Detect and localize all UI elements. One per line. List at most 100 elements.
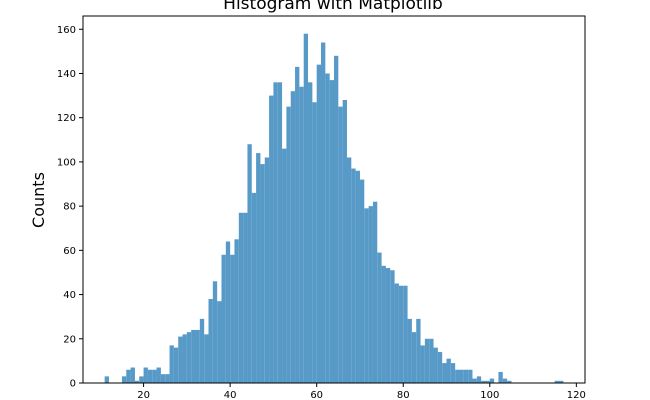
- histogram-bar: [225, 241, 231, 383]
- histogram-bar: [346, 157, 352, 383]
- histogram-bar: [282, 148, 287, 383]
- y-tick-label: 40: [63, 290, 76, 301]
- y-tick-label: 140: [57, 69, 76, 80]
- histogram-bar: [169, 345, 174, 383]
- histogram-bar: [121, 376, 127, 383]
- histogram-bar: [221, 254, 226, 383]
- histogram-bar: [160, 374, 166, 383]
- histogram-bar: [381, 265, 386, 383]
- histogram-bar: [130, 367, 135, 383]
- histogram-bar: [165, 374, 170, 383]
- y-tick-label: 60: [63, 246, 76, 257]
- histogram-bar: [299, 86, 304, 384]
- histogram-bar: [308, 82, 313, 383]
- histogram-bar: [191, 329, 196, 383]
- y-tick-label: 160: [57, 25, 76, 36]
- histogram-bar: [476, 376, 482, 383]
- histogram-bar: [459, 369, 464, 383]
- histogram-bar: [303, 33, 309, 384]
- histogram-bar: [247, 144, 252, 383]
- histogram-bar: [334, 55, 339, 384]
- histogram-bar: [420, 345, 425, 383]
- histogram-bar: [321, 42, 326, 383]
- y-axis-label: Counts: [29, 172, 48, 228]
- histogram-bar: [364, 208, 369, 383]
- histogram-bar: [429, 338, 434, 383]
- histogram-bar: [230, 254, 235, 383]
- histogram-bar: [368, 206, 373, 383]
- histogram-bar: [351, 168, 356, 383]
- x-tick-label: 80: [397, 390, 410, 400]
- plot-frame: [82, 15, 586, 384]
- histogram-bar: [264, 157, 270, 383]
- chart-title: Histogram with Matplotlib: [223, 0, 443, 14]
- histogram-bar: [481, 380, 486, 383]
- x-tick-label: 100: [480, 390, 499, 400]
- histogram-bar: [277, 82, 283, 383]
- histogram-bar: [256, 153, 261, 383]
- histogram-bar: [463, 369, 469, 383]
- y-tick-label: 80: [63, 202, 76, 213]
- histogram-bar: [407, 318, 412, 383]
- histogram-bar: [398, 285, 404, 383]
- x-tick-label: 60: [310, 390, 323, 400]
- histogram-bar: [390, 270, 395, 383]
- histogram-bar: [234, 239, 239, 383]
- x-tick-label: 20: [137, 390, 150, 400]
- x-tick-label: 40: [224, 390, 237, 400]
- y-tick-label: 100: [57, 157, 76, 168]
- histogram-bar: [554, 380, 560, 383]
- histogram-bar: [295, 66, 300, 383]
- histogram-bar: [204, 334, 209, 383]
- histogram-bar: [437, 352, 443, 383]
- histogram-bar: [134, 380, 140, 383]
- histogram-bar: [498, 371, 503, 383]
- y-axis-ticks: 0 20 40 60 80 100 120 140 160: [57, 25, 83, 390]
- histogram-bar: [485, 380, 490, 383]
- histogram-bar: [126, 369, 131, 383]
- histogram-bar: [416, 318, 421, 383]
- histogram-bar: [442, 363, 447, 383]
- histogram-bar: [208, 298, 213, 383]
- histogram-bar: [377, 252, 382, 383]
- x-axis-ticks: 20 40 60 80 100 120: [137, 383, 586, 400]
- histogram-bar: [199, 318, 205, 383]
- histogram-bar: [424, 338, 430, 383]
- histogram-bar: [186, 332, 192, 383]
- histogram-bar: [251, 192, 257, 383]
- y-tick-label: 0: [70, 379, 76, 390]
- histogram-bar: [372, 201, 378, 383]
- histogram-bar: [273, 82, 278, 383]
- histogram-bars: [104, 33, 564, 384]
- histogram-bar: [355, 170, 360, 383]
- histogram-bar: [411, 332, 417, 383]
- y-tick-label: 120: [57, 113, 76, 124]
- histogram-bar: [212, 281, 218, 383]
- histogram-bar: [147, 369, 153, 383]
- histogram-bar: [156, 367, 161, 383]
- histogram-bar: [342, 100, 347, 383]
- histogram-bar: [359, 179, 365, 383]
- histogram-bar: [468, 369, 473, 383]
- histogram-bar: [559, 380, 564, 383]
- histogram-bar: [182, 334, 187, 383]
- histogram-bar: [325, 73, 330, 383]
- histogram-bar: [139, 376, 144, 383]
- histogram-bar: [394, 283, 399, 383]
- histogram-bar: [104, 376, 109, 383]
- histogram-bar: [152, 369, 157, 383]
- histogram-bar: [316, 64, 322, 384]
- histogram-bar: [433, 347, 438, 383]
- histogram-bar: [403, 285, 408, 383]
- histogram-bar: [502, 378, 508, 383]
- histogram-bar: [260, 164, 265, 383]
- histogram-bar: [329, 80, 334, 384]
- histogram-bar: [455, 369, 460, 383]
- histogram-bar: [385, 268, 391, 383]
- histogram-bar: [173, 347, 179, 383]
- histogram-bar: [472, 378, 477, 383]
- histogram-bar: [178, 336, 183, 383]
- histogram-bar: [446, 358, 451, 383]
- histogram-bar: [312, 102, 317, 383]
